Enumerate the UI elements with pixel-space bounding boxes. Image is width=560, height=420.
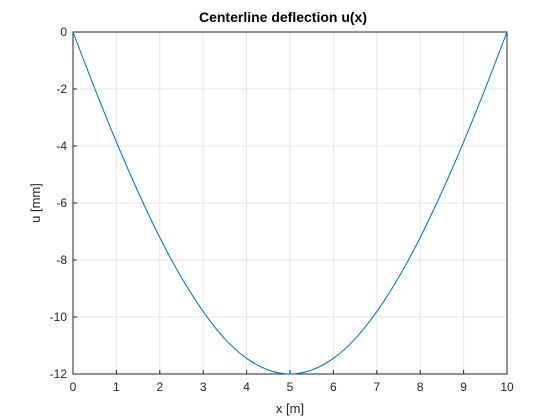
- y-axis-label: u [mm]: [28, 183, 43, 223]
- axis-ticks: 0 1 2 3 4 5 6 7 8 9 10 0 -2 -4 -6 -8 -10 -12: [50, 25, 514, 394]
- x-tick-label: 9: [460, 380, 467, 394]
- y-tick-label: -2: [56, 82, 67, 96]
- grid-lines: [72, 31, 508, 375]
- x-axis-label: x [m]: [276, 401, 304, 416]
- x-tick-label: 8: [417, 380, 424, 394]
- deflection-series-line: [72, 31, 508, 375]
- x-tick-label: 0: [70, 380, 77, 394]
- y-tick-label: 0: [60, 25, 67, 39]
- x-tick-label: 3: [200, 380, 207, 394]
- x-tick-label: 4: [243, 380, 250, 394]
- y-tick-label: -4: [56, 139, 67, 153]
- x-tick-label: 2: [156, 380, 163, 394]
- x-tick-label: 6: [330, 380, 337, 394]
- y-tick-label: -12: [50, 367, 68, 381]
- x-tick-label: 1: [113, 380, 120, 394]
- y-tick-label: -6: [56, 196, 67, 210]
- y-tick-label: -10: [50, 310, 68, 324]
- series-layer: [72, 31, 508, 375]
- y-tick-label: -8: [56, 253, 67, 267]
- x-tick-label: 5: [287, 380, 294, 394]
- chart-title: Centerline deflection u(x): [199, 9, 367, 25]
- x-tick-label: 10: [500, 380, 514, 394]
- x-tick-label: 7: [373, 380, 380, 394]
